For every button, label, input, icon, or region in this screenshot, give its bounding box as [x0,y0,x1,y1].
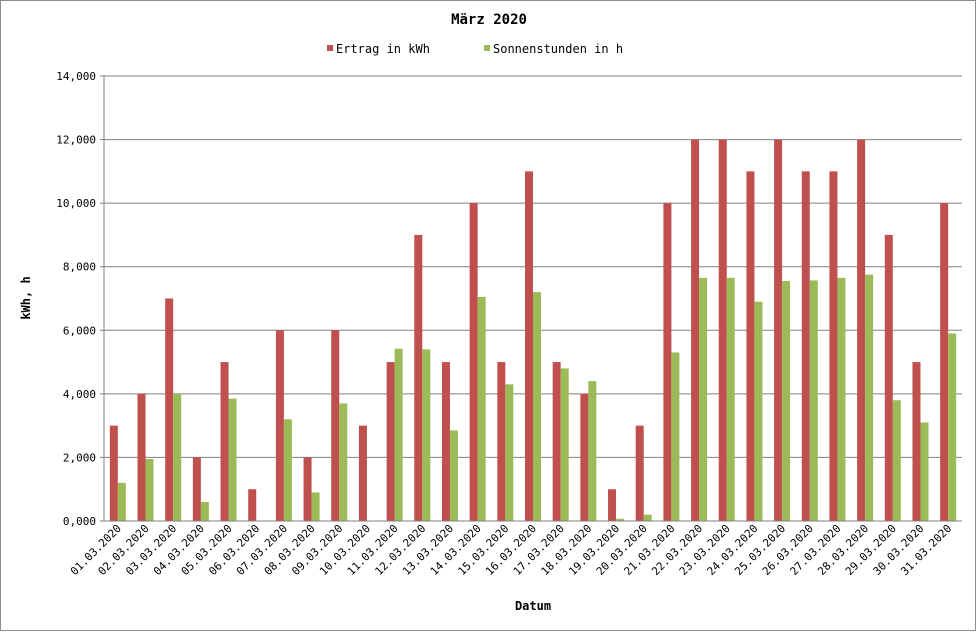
bar-sonnenstunden [173,393,182,521]
bar-ertrag [580,393,589,521]
y-tick-label: 2,000 [63,451,96,464]
bar-ertrag [303,457,312,521]
bar-ertrag [497,362,506,521]
legend-swatch-ertrag [327,45,333,51]
bar-sonnenstunden [200,501,209,521]
bar-sonnenstunden [699,277,708,521]
bar-sonnenstunden [560,368,569,521]
bar-ertrag [525,171,533,521]
y-tick-label: 4,000 [63,388,96,401]
bar-ertrag [691,139,700,522]
bar-sonnenstunden [754,301,763,521]
y-tick-label: 12,000 [56,134,96,147]
bar-sonnenstunden [145,459,154,521]
bar-sonnenstunden [948,333,957,521]
bar-sonnenstunden [228,398,237,521]
bar-sonnenstunden [726,277,735,521]
bar-ertrag [857,139,866,522]
bar-ertrag [386,362,395,521]
bar-ertrag [220,362,229,521]
bar-ertrag [441,362,450,521]
chart-title: März 2020 [451,12,527,28]
bar-sonnenstunden [643,514,652,521]
bar-sonnenstunden [782,281,791,521]
bar-sonnenstunden [449,430,458,521]
bar-sonnenstunden [920,422,929,521]
bar-sonnenstunden [339,403,348,521]
bar-ertrag [331,330,340,521]
bar-ertrag [192,457,201,521]
bar-ertrag [746,171,755,521]
bar-sonnenstunden [477,296,486,521]
bar-ertrag [552,362,561,521]
bar-ertrag [469,203,478,521]
y-tick-label: 6,000 [63,324,96,337]
y-tick-label: 10,000 [56,197,96,210]
bar-ertrag [940,203,949,521]
bar-sonnenstunden [837,277,846,521]
legend-label-ertrag: Ertrag in kWh [336,42,430,56]
bar-ertrag [912,362,921,521]
bar-sonnenstunden [505,384,514,521]
bar-sonnenstunden [616,518,625,521]
bar-ertrag [137,393,146,521]
bar-ertrag [608,489,617,521]
bar-sonnenstunden [865,274,874,521]
bar-ertrag [414,234,423,521]
bar-ertrag [663,203,672,521]
y-tick-label: 14,000 [56,70,96,83]
bar-sonnenstunden [422,349,431,521]
bar-ertrag [358,425,367,521]
bar-sonnenstunden [892,400,901,521]
bar-ertrag [774,139,783,522]
bars [109,139,957,522]
legend: Ertrag in kWh Sonnenstunden in h [327,42,623,56]
bar-ertrag [109,425,118,521]
bar-ertrag [718,139,727,522]
bar-ertrag [275,330,284,521]
bar-sonnenstunden [533,292,541,521]
bar-ertrag [635,425,644,521]
y-axis-title: kWh, h [19,276,33,319]
bar-sonnenstunden [671,352,680,521]
legend-swatch-sonnenstunden [484,45,490,51]
legend-label-sonnenstunden: Sonnenstunden in h [493,42,623,56]
bar-ertrag [884,234,893,521]
bar-sonnenstunden [588,381,597,521]
x-axis-title: Datum [515,599,551,613]
y-axis-ticks: 0,000 2,000 4,000 6,000 8,000 10,000 12,000 14,… [56,70,104,528]
bar-sonnenstunden [809,280,818,521]
bar-ertrag [165,298,174,521]
bar-sonnenstunden [311,492,320,521]
y-tick-label: 8,000 [63,261,96,274]
bar-ertrag [829,171,838,521]
bar-ertrag [248,489,257,521]
y-tick-label: 0,000 [63,515,96,528]
x-axis-ticks: 01.03.202002.03.202003.03.202004.03.2020… [68,522,954,578]
bar-sonnenstunden [394,348,403,521]
bar-sonnenstunden [117,482,126,521]
bar-ertrag [801,171,810,521]
bar-sonnenstunden [283,419,292,521]
